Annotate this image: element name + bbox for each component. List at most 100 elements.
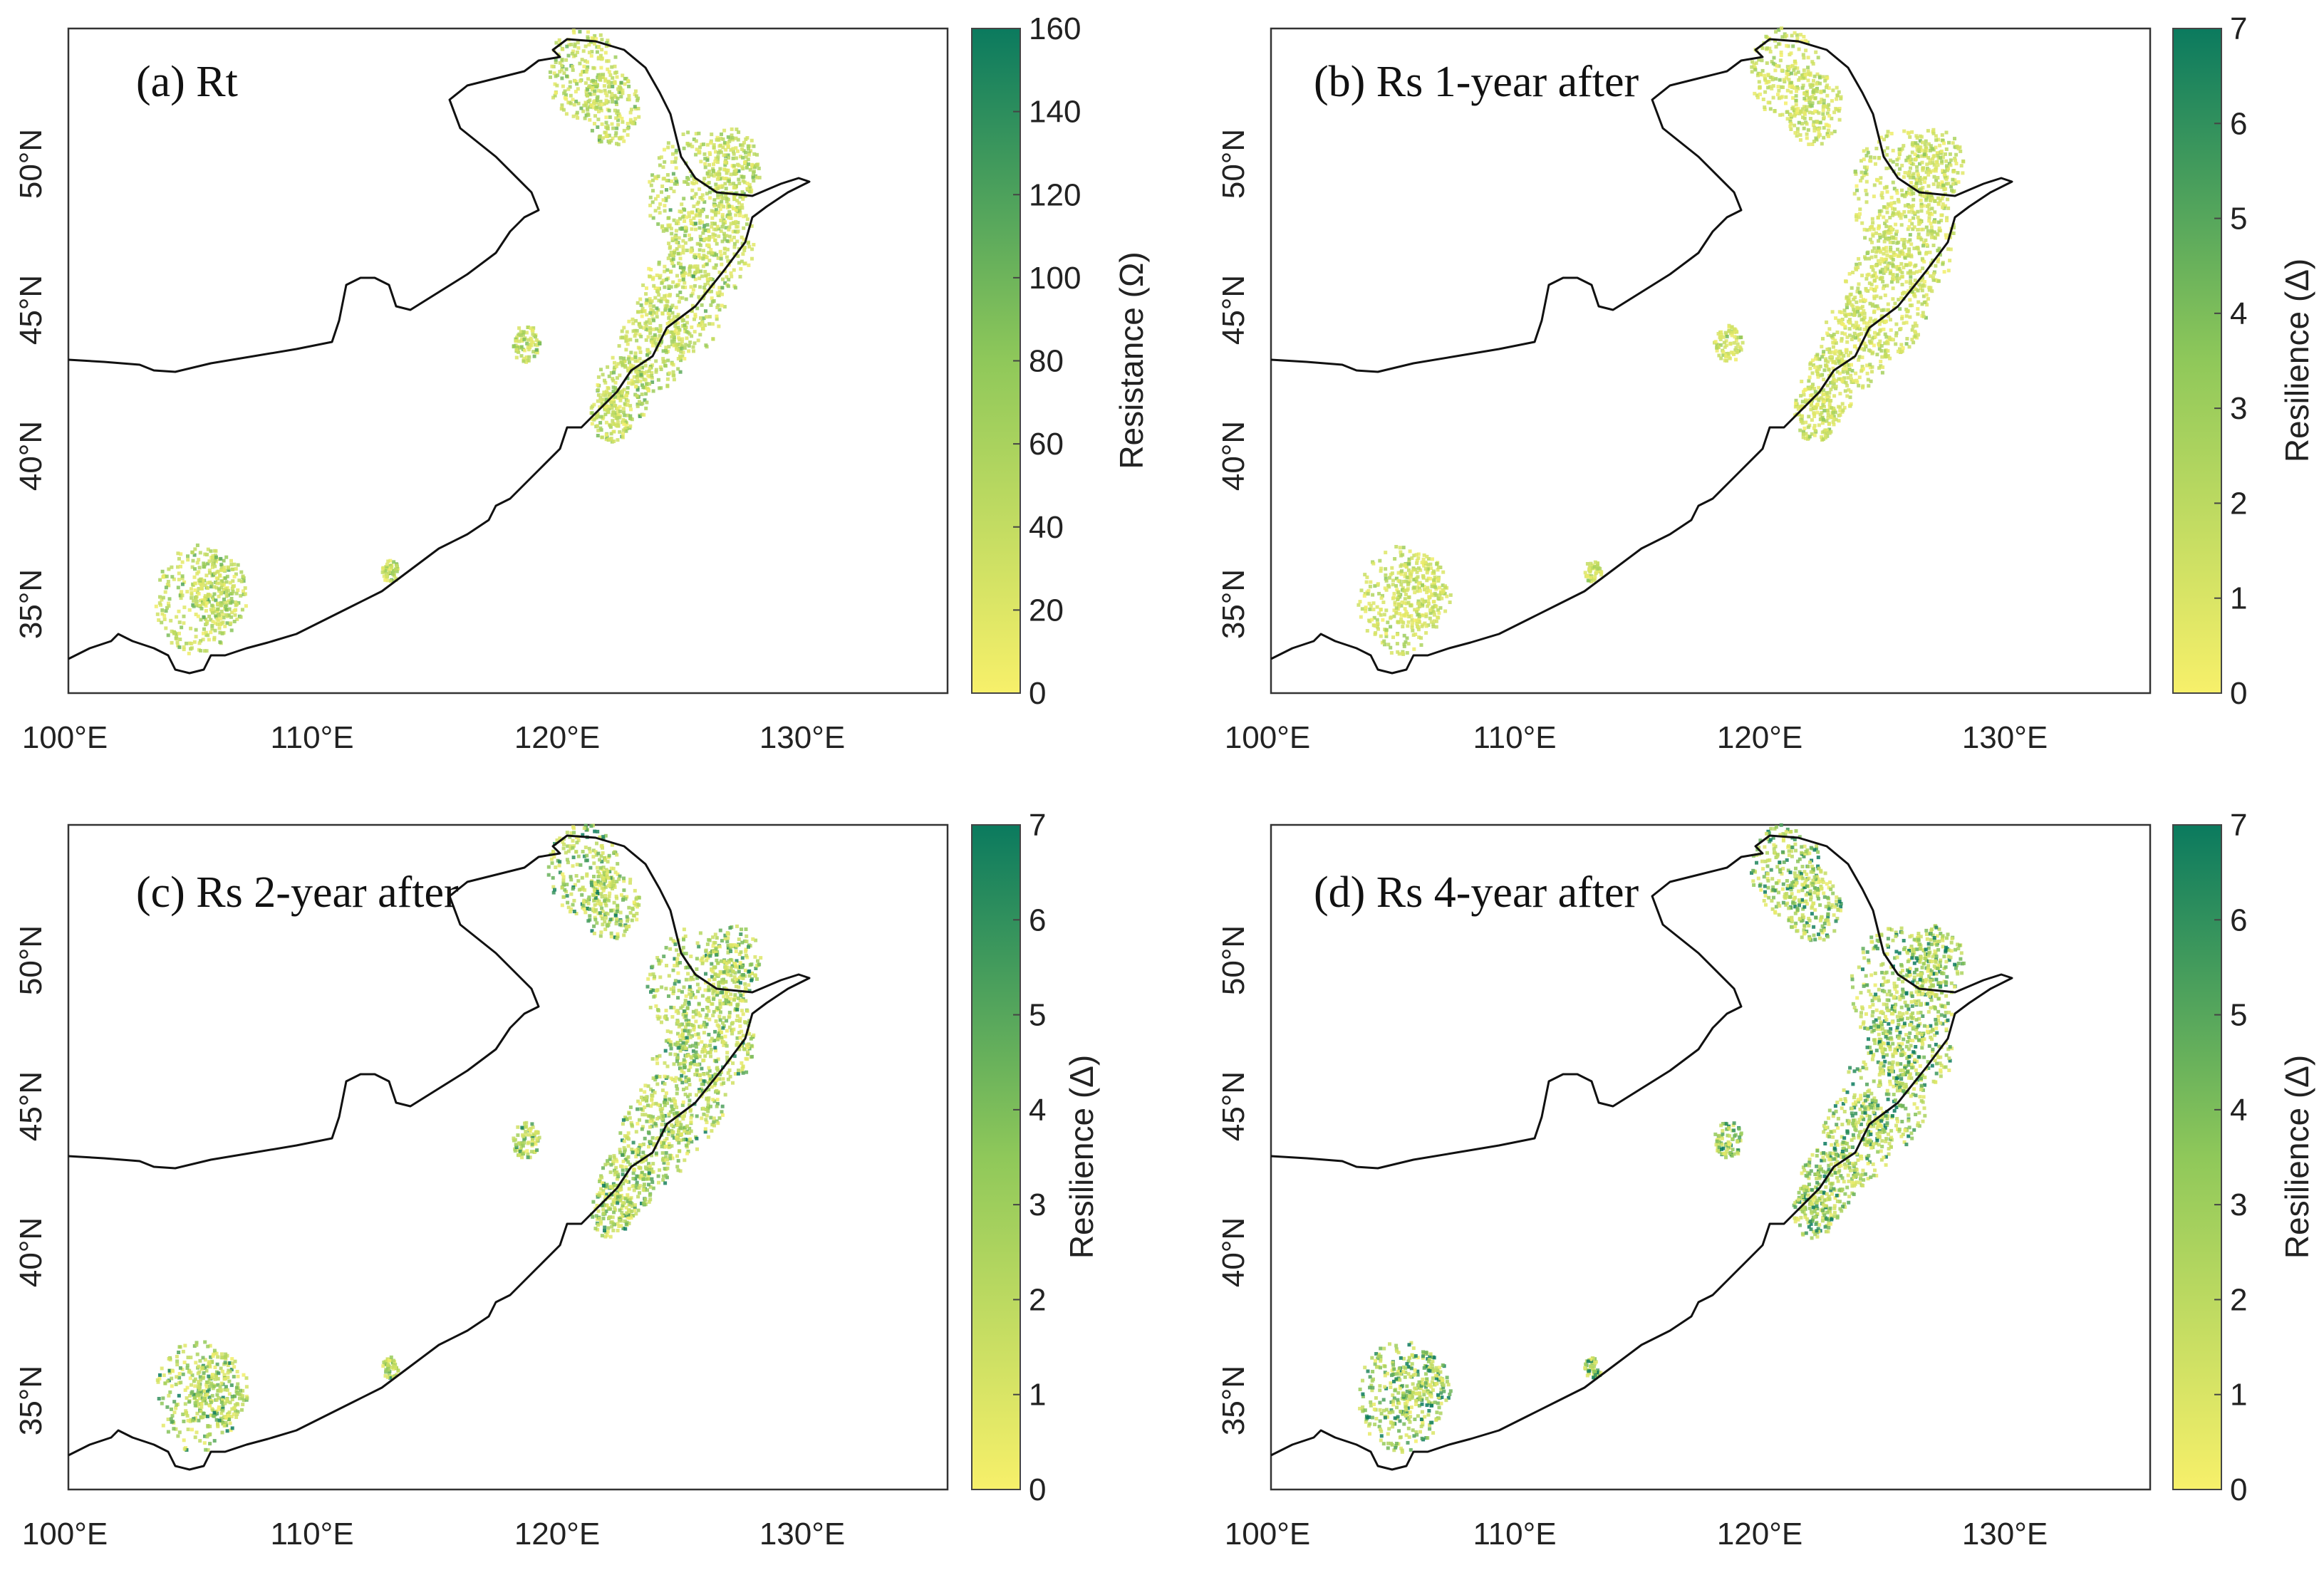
vegetation-pixel bbox=[1909, 269, 1912, 273]
vegetation-pixel bbox=[1901, 346, 1905, 350]
vegetation-pixel bbox=[1788, 84, 1792, 88]
vegetation-pixel bbox=[223, 576, 227, 580]
vegetation-pixel bbox=[658, 202, 663, 206]
vegetation-pixel bbox=[1902, 238, 1907, 241]
vegetation-pixel bbox=[1884, 269, 1888, 274]
vegetation-pixel bbox=[1936, 184, 1940, 189]
vegetation-pixel bbox=[594, 85, 598, 89]
vegetation-pixel bbox=[723, 281, 727, 285]
vegetation-pixel bbox=[672, 189, 676, 194]
vegetation-pixel bbox=[571, 49, 576, 53]
vegetation-pixel bbox=[716, 293, 720, 297]
vegetation-pixel bbox=[590, 36, 594, 40]
vegetation-pixel bbox=[606, 67, 610, 71]
vegetation-pixel bbox=[1868, 237, 1872, 241]
vegetation-pixel bbox=[1954, 162, 1959, 166]
vegetation-pixel bbox=[565, 44, 569, 48]
vegetation-pixel bbox=[606, 365, 610, 369]
vegetation-pixel bbox=[1872, 227, 1876, 232]
vegetation-pixel bbox=[530, 328, 534, 333]
vegetation-pixel bbox=[1924, 316, 1928, 320]
vegetation-pixel bbox=[670, 236, 675, 241]
vegetation-pixel bbox=[199, 587, 204, 591]
vegetation-pixel bbox=[1396, 604, 1401, 608]
vegetation-pixel bbox=[722, 234, 727, 238]
vegetation-pixel bbox=[1954, 182, 1958, 186]
vegetation-pixel bbox=[1902, 144, 1906, 148]
vegetation-pixel bbox=[212, 607, 216, 611]
vegetation-pixel bbox=[615, 416, 619, 420]
vegetation-pixel bbox=[1818, 76, 1822, 80]
vegetation-pixel bbox=[1851, 271, 1855, 274]
vegetation-pixel bbox=[1790, 84, 1795, 88]
vegetation-pixel bbox=[690, 188, 695, 192]
vegetation-pixel bbox=[1872, 183, 1877, 187]
vegetation-pixel bbox=[217, 626, 222, 630]
vegetation-pixel bbox=[220, 590, 224, 594]
vegetation-pixel bbox=[529, 339, 534, 343]
vegetation-pixel bbox=[727, 179, 731, 183]
vegetation-pixel bbox=[1407, 562, 1411, 566]
vegetation-pixel bbox=[670, 232, 674, 236]
vegetation-pixel bbox=[574, 113, 579, 117]
vegetation-pixel bbox=[1933, 199, 1937, 203]
vegetation-pixel bbox=[1915, 169, 1919, 173]
colorbar-tick-label: 160 bbox=[1029, 11, 1081, 46]
vegetation-pixel bbox=[1849, 312, 1853, 316]
vegetation-pixel bbox=[1932, 175, 1936, 179]
lat-tick: 35°N bbox=[1216, 569, 1251, 639]
vegetation-pixel bbox=[236, 588, 240, 592]
vegetation-pixel bbox=[1919, 145, 1923, 150]
vegetation-pixel bbox=[620, 329, 624, 333]
vegetation-pixel bbox=[726, 141, 730, 145]
vegetation-pixel bbox=[1829, 388, 1833, 392]
vegetation-pixel bbox=[221, 613, 225, 617]
vegetation-pixel bbox=[683, 357, 687, 361]
vegetation-pixel bbox=[1846, 375, 1850, 380]
vegetation-pixel bbox=[657, 156, 661, 160]
vegetation-pixel bbox=[1416, 625, 1421, 630]
vegetation-pixel bbox=[700, 321, 704, 325]
vegetation-pixel bbox=[1812, 140, 1816, 143]
vegetation-pixel bbox=[607, 853, 611, 858]
vegetation-pixel bbox=[1387, 576, 1391, 580]
vegetation-pixel bbox=[1779, 53, 1783, 57]
vegetation-pixel bbox=[1882, 231, 1886, 235]
vegetation-pixel bbox=[571, 856, 576, 860]
vegetation-pixel bbox=[1389, 645, 1393, 650]
vegetation-pixel bbox=[1785, 117, 1790, 121]
vegetation-pixel bbox=[717, 211, 720, 214]
vegetation-pixel bbox=[735, 224, 739, 229]
vegetation-pixel bbox=[551, 885, 556, 889]
vegetation-pixel bbox=[219, 601, 223, 605]
vegetation-pixel bbox=[182, 605, 187, 610]
vegetation-pixel bbox=[719, 150, 723, 155]
vegetation-pixel bbox=[1878, 181, 1882, 185]
vegetation-pixel bbox=[529, 326, 533, 331]
vegetation-pixel bbox=[1882, 234, 1885, 239]
vegetation-pixel bbox=[705, 214, 709, 219]
vegetation-pixel bbox=[621, 418, 626, 422]
vegetation-pixel bbox=[1825, 348, 1830, 351]
vegetation-pixel bbox=[593, 81, 597, 85]
vegetation-pixel bbox=[1907, 173, 1911, 177]
vegetation-pixel bbox=[566, 849, 571, 853]
vegetation-pixel bbox=[239, 615, 243, 619]
vegetation-pixel bbox=[167, 597, 172, 601]
vegetation-pixel bbox=[576, 116, 580, 120]
colorbar-tick-label: 100 bbox=[1029, 261, 1081, 296]
vegetation-pixel bbox=[1592, 578, 1596, 583]
vegetation-pixel bbox=[1802, 91, 1807, 95]
vegetation-pixel bbox=[620, 116, 624, 120]
vegetation-pixel bbox=[1936, 163, 1940, 167]
vegetation-pixel bbox=[724, 158, 728, 162]
vegetation-pixel bbox=[1914, 270, 1919, 274]
vegetation-pixel bbox=[586, 35, 590, 39]
vegetation-pixel bbox=[1907, 191, 1911, 195]
vegetation-pixel bbox=[1922, 301, 1926, 304]
vegetation-pixel bbox=[195, 561, 199, 565]
vegetation-pixel bbox=[205, 620, 209, 623]
vegetation-pixel bbox=[1879, 364, 1883, 368]
vegetation-pixel bbox=[1820, 355, 1824, 359]
vegetation-pixel bbox=[1919, 227, 1923, 232]
